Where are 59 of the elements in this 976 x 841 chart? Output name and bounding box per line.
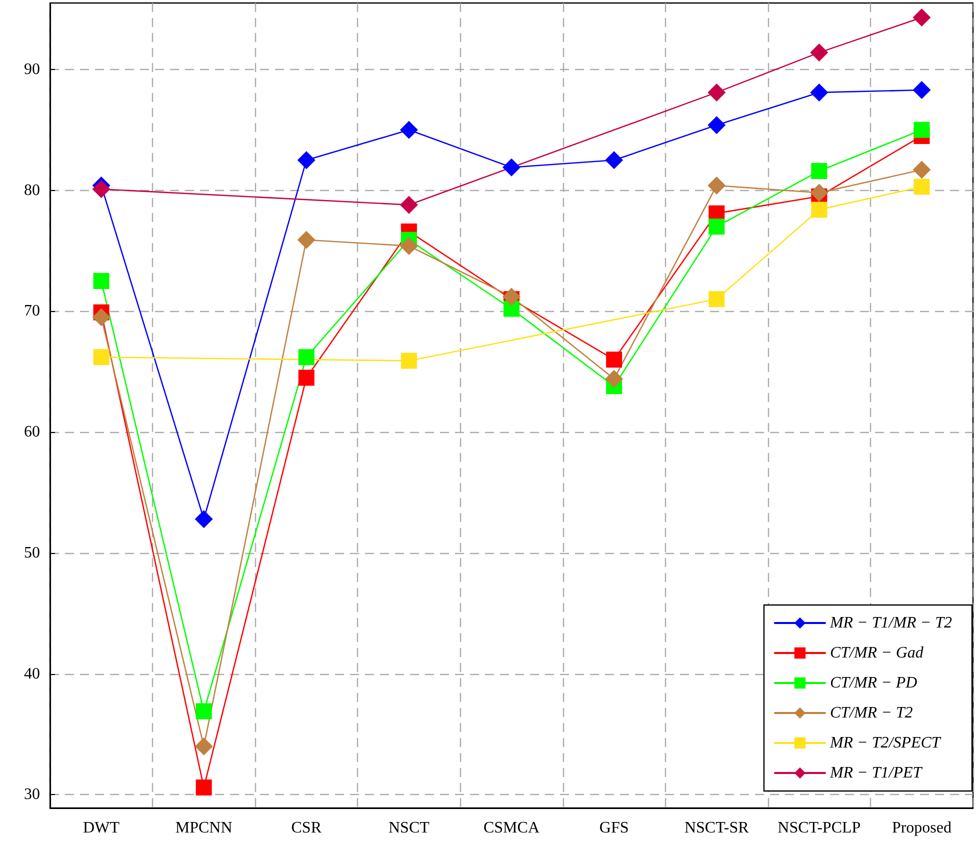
x-tick-label: Proposed [892,820,952,836]
x-tick-label: NSCT-SR [684,820,750,836]
legend-label: MR − T1/PET [828,764,923,782]
point [502,158,520,176]
legend-label: MR − T1/MR − T2 [828,614,952,632]
point [400,236,418,255]
y-tick-label: 90 [24,60,40,78]
point [298,370,314,386]
x-tick-label: MPCNN [175,820,233,836]
y-tick-label: 50 [24,544,40,562]
x-tick-label: NSCT [388,820,430,836]
point [708,218,725,235]
point [194,737,213,756]
legend-label: CT/MR − Gad [830,644,924,662]
point [606,352,622,368]
point [297,230,316,249]
point [297,151,316,170]
point [912,81,931,100]
y-tick-label: 40 [24,665,40,682]
point [605,151,624,170]
x-tick-label: CSR [291,820,322,836]
x-tick-label: DWT [83,820,120,836]
point [912,8,931,27]
point [93,349,110,366]
point [400,352,417,369]
y-tick-label: 30 [24,786,40,804]
point [810,44,828,62]
point [811,202,828,218]
point [400,196,418,214]
point [502,288,520,306]
x-tick-label: CSMCA [483,820,540,836]
point [811,163,828,180]
point [400,120,418,139]
point [92,180,110,198]
point [93,273,110,290]
x-tick-label: NSCT-PCLP [778,820,861,836]
point [196,779,212,796]
point [298,349,314,366]
point [914,122,930,138]
point [196,703,212,720]
point [810,184,828,202]
point [708,83,726,102]
point [92,308,110,326]
point [504,300,520,317]
x-tick-label: GFS [599,820,629,836]
point [810,83,828,102]
point [605,370,624,388]
legend-label: CT/MR − T2 [830,704,913,722]
point [912,160,931,179]
legend-label: MR − T2/SPECT [828,734,942,752]
y-tick-label: 80 [24,182,40,199]
y-tick-label: 60 [24,424,40,441]
point [708,291,725,308]
point [194,510,213,528]
legend-label: CT/MR − PD [830,674,918,692]
y-tick-label: 70 [24,302,40,320]
point [708,116,726,134]
point [914,178,930,195]
point [708,176,726,195]
